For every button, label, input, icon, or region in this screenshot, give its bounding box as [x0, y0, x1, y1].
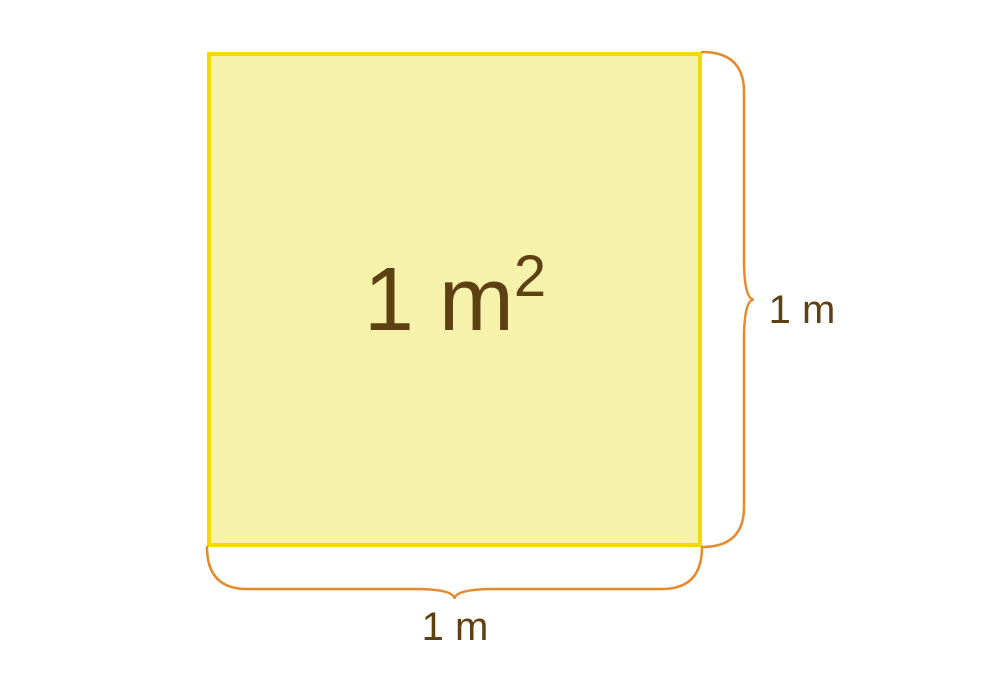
dimension-label-bottom: 1 m	[422, 605, 489, 650]
brace-right-path	[702, 52, 754, 547]
brace-bottom	[203, 543, 706, 603]
dimension-label-right: 1 m	[769, 288, 836, 333]
diagram-canvas: 1 m2 1 m 1 m	[0, 0, 1000, 685]
area-label-base: 1 m	[364, 250, 514, 350]
area-label-exponent: 2	[514, 244, 546, 309]
brace-right	[698, 48, 758, 551]
brace-bottom-path	[207, 547, 702, 599]
area-label: 1 m2	[364, 255, 546, 345]
